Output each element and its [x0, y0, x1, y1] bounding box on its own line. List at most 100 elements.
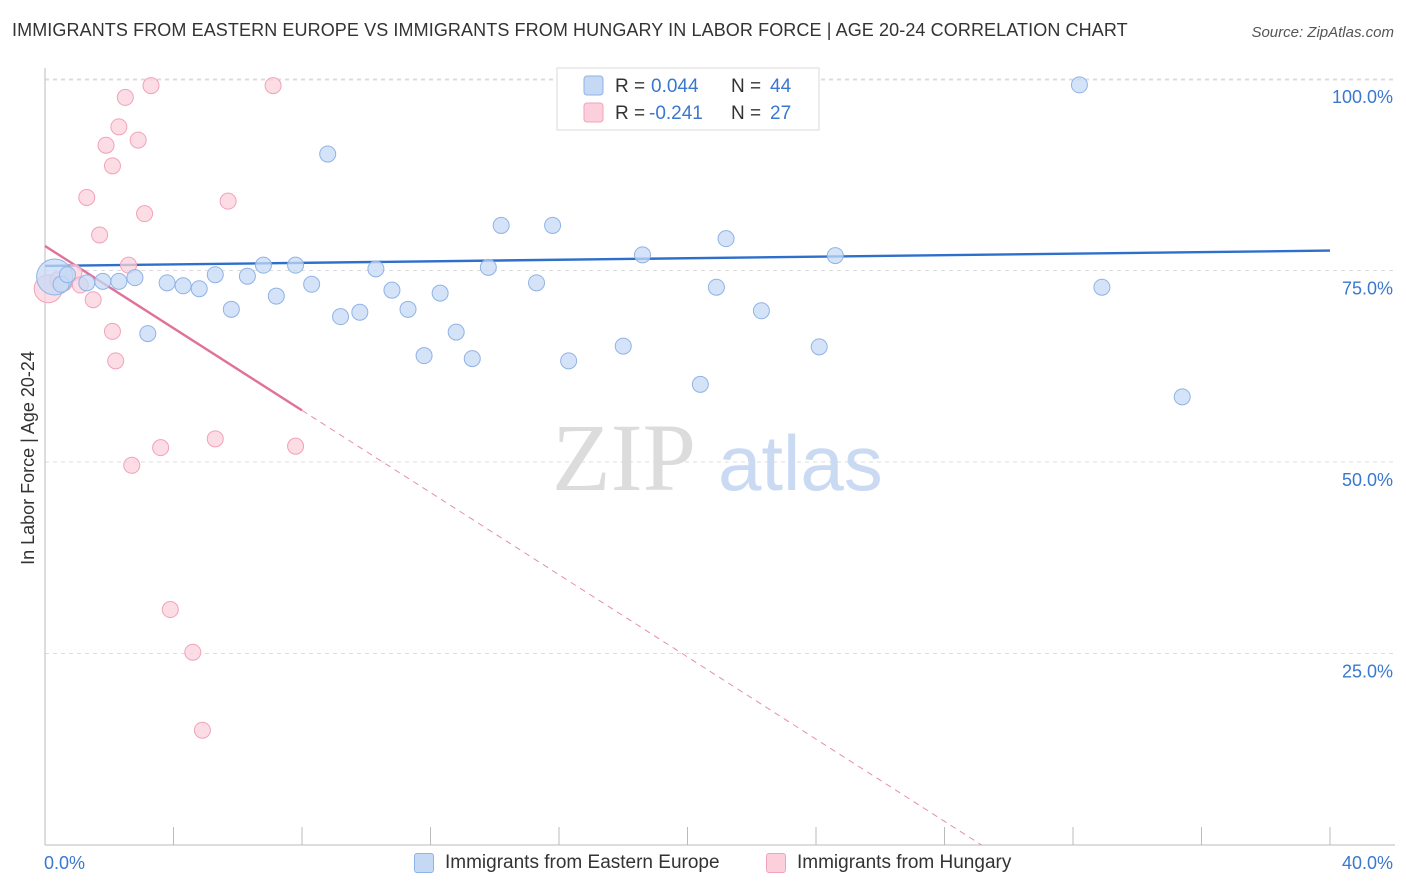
point-hungary: [103, 157, 121, 175]
point-eastern-europe: [707, 278, 725, 296]
point-hungary: [219, 192, 237, 210]
point-hungary: [97, 136, 115, 154]
point-hungary: [264, 77, 282, 95]
data-points: [33, 76, 1191, 739]
source-label: Source: ZipAtlas.com: [1251, 24, 1394, 41]
legend-r-value-2: -0.241: [649, 103, 703, 124]
point-hungary: [110, 118, 128, 136]
x-tick-label: 40.0%: [1342, 853, 1393, 873]
point-eastern-europe: [717, 230, 735, 248]
legend-n-label-1: N =: [731, 76, 761, 97]
y-tick-label: 100.0%: [1332, 87, 1393, 107]
point-eastern-europe: [614, 337, 632, 355]
point-hungary: [107, 352, 125, 370]
legend-r-label-2: R =: [615, 103, 645, 124]
legend-r-label-1: R =: [615, 76, 645, 97]
point-eastern-europe: [222, 300, 240, 318]
legend-label-eastern-europe: Immigrants from Eastern Europe: [445, 852, 720, 873]
point-eastern-europe: [431, 284, 449, 302]
watermark-zip: ZIP: [552, 404, 696, 511]
point-eastern-europe: [126, 269, 144, 287]
point-eastern-europe: [399, 300, 417, 318]
point-eastern-europe: [254, 256, 272, 274]
point-eastern-europe: [528, 274, 546, 292]
point-hungary: [152, 439, 170, 457]
series-legend: Immigrants from Eastern Europe Immigrant…: [0, 852, 1406, 878]
y-tick-label: 50.0%: [1342, 470, 1393, 490]
point-eastern-europe: [544, 216, 562, 234]
point-hungary: [78, 188, 96, 206]
point-eastern-europe: [826, 247, 844, 265]
point-hungary: [91, 226, 109, 244]
point-eastern-europe: [492, 216, 510, 234]
point-eastern-europe: [1173, 388, 1191, 406]
legend-r-value-1: 0.044: [651, 76, 699, 97]
point-eastern-europe: [752, 302, 770, 320]
point-hungary: [84, 291, 102, 309]
point-eastern-europe: [810, 338, 828, 356]
point-eastern-europe: [351, 303, 369, 321]
point-eastern-europe: [94, 272, 112, 290]
trend-line-solid: [44, 244, 303, 412]
point-eastern-europe: [174, 277, 192, 295]
legend-n-value-1: 44: [770, 76, 792, 97]
y-tick-label: 75.0%: [1342, 279, 1393, 299]
point-hungary: [193, 721, 211, 739]
legend-item-hungary: Immigrants from Hungary: [766, 852, 1011, 874]
legend-swatch-eastern-europe: [414, 853, 434, 873]
point-eastern-europe: [463, 350, 481, 368]
point-eastern-europe: [78, 274, 96, 292]
y-axis-label: In Labor Force | Age 20-24: [18, 351, 38, 565]
point-hungary: [129, 131, 147, 149]
point-hungary: [142, 77, 160, 95]
trend-lines: [44, 244, 1331, 846]
point-eastern-europe: [158, 274, 176, 292]
point-eastern-europe: [190, 280, 208, 298]
point-hungary: [184, 643, 202, 661]
watermark-atlas: atlas: [718, 419, 883, 507]
point-eastern-europe: [1093, 278, 1111, 296]
x-tick-label: 0.0%: [44, 853, 85, 873]
point-eastern-europe: [383, 281, 401, 299]
point-hungary: [123, 456, 141, 474]
legend-swatch-pink: [583, 102, 604, 123]
point-eastern-europe: [691, 375, 709, 393]
point-eastern-europe: [1070, 76, 1088, 94]
point-eastern-europe: [287, 256, 305, 274]
point-eastern-europe: [319, 145, 337, 163]
point-eastern-europe: [58, 266, 76, 284]
point-eastern-europe: [560, 352, 578, 370]
trend-line-dashed: [301, 409, 982, 846]
legend-swatch-blue: [583, 75, 604, 96]
legend-label-hungary: Immigrants from Hungary: [797, 852, 1012, 873]
point-eastern-europe: [110, 272, 128, 290]
point-eastern-europe: [267, 287, 285, 305]
point-eastern-europe: [479, 258, 497, 276]
point-eastern-europe: [447, 323, 465, 341]
legend-swatch-hungary: [766, 853, 786, 873]
point-eastern-europe: [634, 246, 652, 264]
point-hungary: [103, 322, 121, 340]
gridlines: [45, 78, 1395, 654]
legend-n-value-2: 27: [770, 103, 791, 124]
point-eastern-europe: [303, 275, 321, 293]
point-hungary: [116, 88, 134, 106]
chart-title: IMMIGRANTS FROM EASTERN EUROPE VS IMMIGR…: [12, 20, 1128, 40]
point-eastern-europe: [139, 325, 157, 343]
axes: 25.0% 50.0% 75.0% 100.0% 0.0% 40.0%: [44, 68, 1395, 873]
y-tick-label: 25.0%: [1342, 662, 1393, 682]
point-hungary: [161, 601, 179, 619]
point-eastern-europe: [415, 347, 433, 365]
legend-n-label-2: N =: [731, 103, 761, 124]
point-eastern-europe: [206, 266, 224, 284]
point-hungary: [206, 430, 224, 448]
stats-legend: R = 0.044 N = 44 R = -0.241 N = 27: [556, 67, 820, 131]
point-eastern-europe: [332, 308, 350, 326]
point-eastern-europe: [238, 267, 256, 285]
point-eastern-europe: [367, 260, 385, 278]
point-hungary: [287, 437, 305, 455]
legend-item-eastern-europe: Immigrants from Eastern Europe: [414, 852, 720, 874]
trend-line-solid: [44, 249, 1331, 268]
point-hungary: [136, 205, 154, 223]
